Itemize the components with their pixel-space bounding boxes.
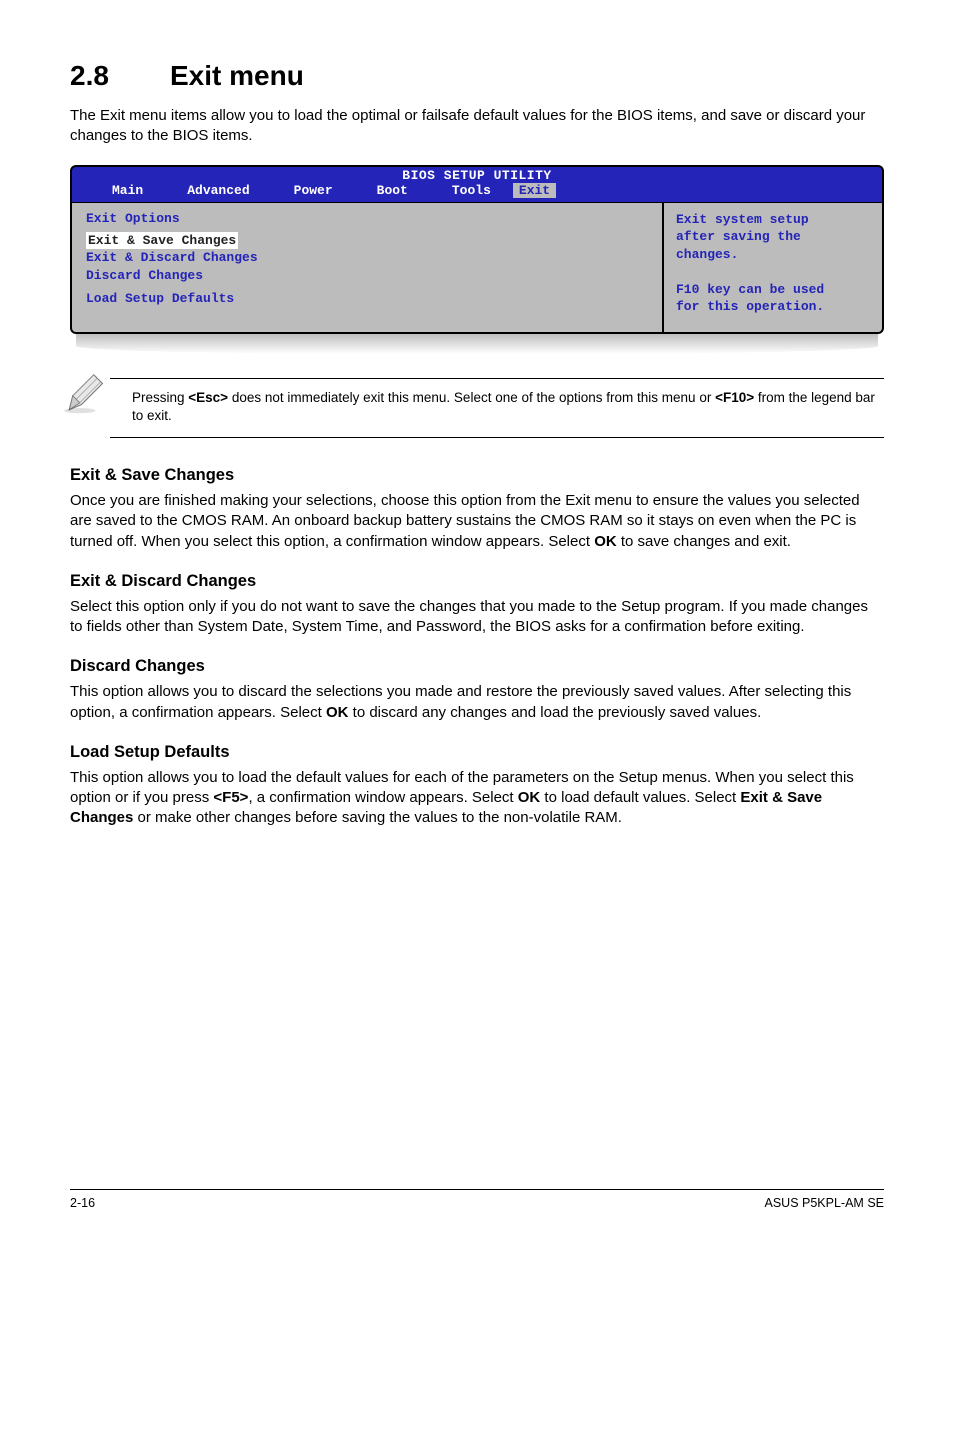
bios-help-line: for this operation. xyxy=(676,298,872,316)
bios-shadow xyxy=(76,334,878,354)
bios-tab-tools: Tools xyxy=(430,183,513,198)
bios-tab-exit: Exit xyxy=(513,183,556,198)
bios-screenshot: BIOS SETUP UTILITY MainAdvancedPowerBoot… xyxy=(70,165,884,334)
note-callout: Pressing <Esc> does not immediately exit… xyxy=(110,378,884,438)
bios-tab-main: Main xyxy=(90,183,165,198)
footer-product: ASUS P5KPL-AM SE xyxy=(765,1196,885,1210)
bios-title: BIOS SETUP UTILITY xyxy=(72,167,882,183)
bios-body: Exit Options Exit & Save ChangesExit & D… xyxy=(72,202,882,332)
section-number: 2.8 xyxy=(70,60,170,92)
bios-tab-row: MainAdvancedPowerBootToolsExit xyxy=(72,183,882,202)
note-text: Pressing <Esc> does not immediately exit… xyxy=(132,389,884,425)
bios-left-panel: Exit Options Exit & Save ChangesExit & D… xyxy=(72,203,664,332)
subsection-heading: Discard Changes xyxy=(70,657,884,676)
subsection-heading: Load Setup Defaults xyxy=(70,743,884,762)
bios-help-line: changes. xyxy=(676,246,872,264)
pencil-note-icon xyxy=(64,373,110,420)
section-title: Exit menu xyxy=(170,60,304,91)
bios-tab-advanced: Advanced xyxy=(165,183,271,198)
bios-option: Exit & Discard Changes xyxy=(86,249,648,267)
bios-option-load-defaults: Load Setup Defaults xyxy=(86,290,648,308)
subsection-heading: Exit & Discard Changes xyxy=(70,572,884,591)
section-heading: 2.8Exit menu xyxy=(70,60,884,92)
bios-option: Exit & Save Changes xyxy=(86,232,648,250)
bios-tab-boot: Boot xyxy=(355,183,430,198)
bios-tab-power: Power xyxy=(272,183,355,198)
bios-help-panel: Exit system setupafter saving thechanges… xyxy=(664,203,882,332)
intro-paragraph: The Exit menu items allow you to load th… xyxy=(70,106,884,147)
subsection-body: Once you are finished making your select… xyxy=(70,491,884,552)
subsection-heading: Exit & Save Changes xyxy=(70,466,884,485)
subsection-body: This option allows you to discard the se… xyxy=(70,682,884,723)
bios-options-header: Exit Options xyxy=(86,211,648,226)
bios-help-line: Exit system setup xyxy=(676,211,872,229)
bios-help-line: after saving the xyxy=(676,228,872,246)
bios-help-line: F10 key can be used xyxy=(676,281,872,299)
bios-help-line xyxy=(676,263,872,281)
page-number: 2-16 xyxy=(70,1196,95,1210)
subsection-body: This option allows you to load the defau… xyxy=(70,768,884,829)
bios-option: Discard Changes xyxy=(86,267,648,285)
subsection-body: Select this option only if you do not wa… xyxy=(70,597,884,638)
page-footer: 2-16 ASUS P5KPL-AM SE xyxy=(70,1189,884,1210)
